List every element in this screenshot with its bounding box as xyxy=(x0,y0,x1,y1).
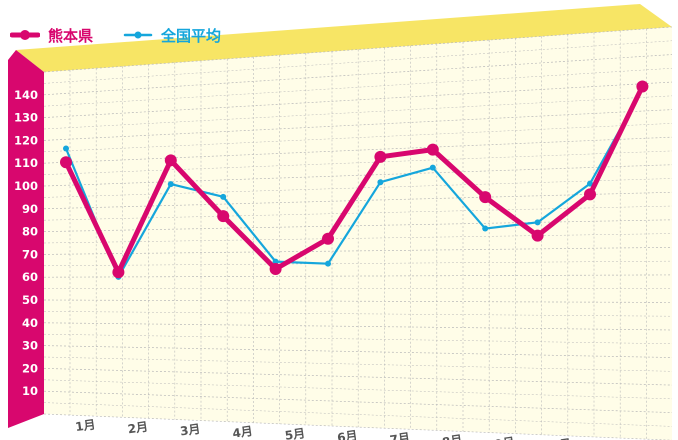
y-tick-label: 60 xyxy=(22,270,38,284)
x-tick-label: 3月 xyxy=(179,422,201,439)
grid-line-horizontal xyxy=(43,54,673,96)
legend-dot-kumamoto xyxy=(20,30,30,40)
grid-line-horizontal xyxy=(43,402,673,427)
x-tick-label: 10月 xyxy=(542,437,572,440)
legend-item-kumamoto: 熊本県 xyxy=(10,25,93,46)
data-point xyxy=(482,225,489,232)
y-axis-tick-labels: 10 20 30 40 50 60 70 80 90 100 110 120 130 140 xyxy=(14,88,38,398)
data-point xyxy=(60,156,72,169)
data-point xyxy=(220,193,227,200)
chart-legend: 熊本県 全国平均 xyxy=(10,22,221,48)
y-tick-label: 50 xyxy=(22,293,38,307)
grid-line-horizontal xyxy=(43,136,673,164)
grid-line-horizontal xyxy=(43,81,673,118)
data-point xyxy=(374,150,387,163)
legend-item-national-average: 全国平均 xyxy=(123,25,221,46)
y-tick-label: 20 xyxy=(22,361,38,375)
data-point xyxy=(112,266,125,279)
grid-line-horizontal xyxy=(43,150,673,175)
series-national-average xyxy=(63,86,646,280)
y-axis-band xyxy=(8,50,44,428)
grid-line-horizontal xyxy=(43,109,673,141)
data-point xyxy=(636,80,649,93)
x-tick-label: 7月 xyxy=(389,431,411,440)
x-axis-tick-labels: 1月2月3月4月5月6月7月8月9月10月11月12月 xyxy=(74,417,624,440)
x-tick-label: 9月 xyxy=(494,435,516,440)
grid-line-horizontal xyxy=(43,368,673,386)
chart-grid xyxy=(43,26,673,440)
chart-top-face xyxy=(16,4,672,72)
legend-marker-kumamoto xyxy=(10,30,40,40)
y-tick-label: 90 xyxy=(22,202,38,216)
grid-line-horizontal xyxy=(43,40,673,84)
data-point xyxy=(167,181,174,188)
legend-marker-national-average xyxy=(123,31,153,39)
legend-label-kumamoto: 熊本県 xyxy=(48,26,94,45)
grid-line-horizontal xyxy=(43,345,673,358)
x-tick-label: 5月 xyxy=(284,426,306,440)
x-tick-label: 2月 xyxy=(127,420,149,437)
y-tick-label: 110 xyxy=(14,156,38,170)
series-kumamoto xyxy=(60,80,649,279)
grid-line-horizontal xyxy=(43,413,673,440)
y-tick-label: 120 xyxy=(14,133,38,147)
data-point xyxy=(272,258,279,265)
series-line xyxy=(63,83,645,275)
y-tick-label: 130 xyxy=(14,111,38,125)
data-point xyxy=(587,180,593,187)
grid-line-horizontal xyxy=(43,379,673,400)
x-tick-label: 6月 xyxy=(336,428,358,440)
x-tick-label: 1月 xyxy=(74,417,96,434)
data-point xyxy=(63,145,69,152)
data-point xyxy=(217,210,230,223)
x-tick-label: 4月 xyxy=(232,424,254,440)
data-point xyxy=(426,143,439,156)
data-point xyxy=(377,179,384,186)
legend-dot-national-average xyxy=(134,31,142,39)
y-tick-label: 40 xyxy=(22,316,38,330)
grid-line-horizontal xyxy=(43,333,673,345)
data-point xyxy=(479,191,492,204)
data-point xyxy=(164,154,177,167)
data-point xyxy=(429,164,436,171)
data-point xyxy=(269,262,282,275)
grid-line-horizontal xyxy=(43,26,673,73)
y-tick-label: 70 xyxy=(22,247,38,261)
grid-line-horizontal xyxy=(43,356,673,372)
y-tick-label: 30 xyxy=(22,339,38,353)
y-tick-label: 80 xyxy=(22,225,38,239)
chart-series xyxy=(60,80,649,280)
data-point xyxy=(534,219,541,226)
grid-line-horizontal xyxy=(43,68,673,107)
x-tick-label: 8月 xyxy=(441,433,463,440)
data-point xyxy=(322,232,334,245)
y-tick-label: 140 xyxy=(14,88,38,102)
grid-line-horizontal xyxy=(43,322,673,331)
data-point xyxy=(531,229,544,242)
y-tick-label: 10 xyxy=(22,384,38,398)
y-tick-label: 100 xyxy=(14,179,38,193)
grid-line-horizontal xyxy=(43,311,673,317)
data-point xyxy=(325,260,331,267)
grid-line-horizontal xyxy=(43,123,673,153)
series-line xyxy=(64,88,644,279)
grid-line-horizontal xyxy=(43,95,673,130)
grid-line-horizontal xyxy=(43,299,673,303)
legend-label-national-average: 全国平均 xyxy=(161,26,222,45)
data-point xyxy=(584,188,596,201)
grid-line-horizontal xyxy=(43,390,673,413)
